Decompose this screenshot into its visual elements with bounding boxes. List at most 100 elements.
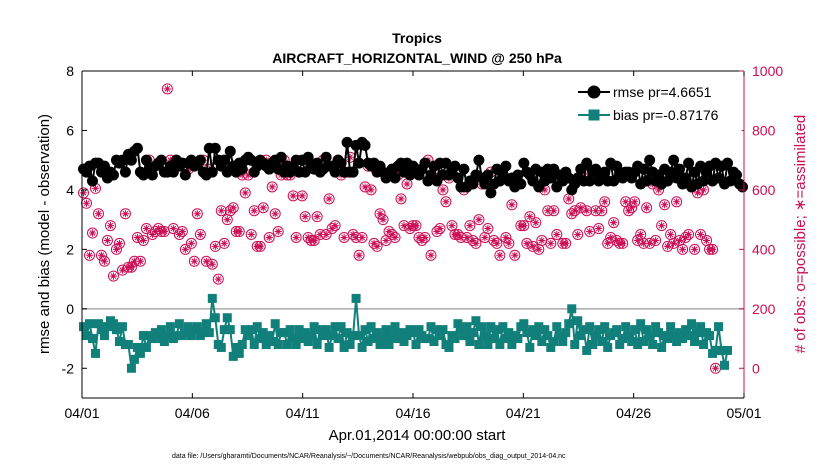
bias-point xyxy=(180,328,190,338)
bias-point xyxy=(396,328,406,338)
obs-assimilated-marker xyxy=(238,171,246,179)
obs-assimilated-marker xyxy=(439,186,447,194)
bias-point xyxy=(285,325,295,335)
bias-point xyxy=(279,328,289,338)
obs-assimilated-marker xyxy=(217,207,225,215)
rmse-point xyxy=(467,178,479,190)
obs-possible-marker xyxy=(215,205,227,217)
obs-possible-marker xyxy=(386,229,398,240)
obs-possible-marker xyxy=(482,223,494,235)
bias-point xyxy=(237,339,247,349)
obs-assimilated-marker xyxy=(331,221,339,230)
obs-assimilated-marker xyxy=(529,242,537,250)
bias-point xyxy=(348,331,358,341)
obs-assimilated-marker xyxy=(328,224,336,233)
obs-possible-marker xyxy=(434,223,446,235)
obs-assimilated-marker xyxy=(646,239,654,248)
data-marks xyxy=(77,83,749,374)
obs-possible-marker xyxy=(353,249,365,261)
obs-possible-marker xyxy=(104,220,116,232)
obs-assimilated-marker xyxy=(268,183,276,191)
obs-assimilated-marker xyxy=(508,201,516,209)
obs-possible-marker xyxy=(272,226,284,238)
obs-assimilated-marker xyxy=(496,251,504,259)
obs-assimilated-marker xyxy=(631,198,639,206)
obs-assimilated-marker xyxy=(550,207,558,215)
obs-assimilated-marker xyxy=(340,233,348,242)
obs-possible-marker xyxy=(131,231,143,243)
obs-assimilated-marker xyxy=(379,216,387,224)
y-right-tick-label: 0 xyxy=(752,360,760,376)
obs-possible-marker xyxy=(161,83,173,95)
obs-assimilated-marker xyxy=(220,239,228,248)
bias-point xyxy=(501,334,511,344)
bias-point xyxy=(306,331,316,341)
bias-point xyxy=(570,339,580,349)
bias-point xyxy=(531,331,541,341)
obs-assimilated-marker xyxy=(469,236,477,245)
obs-assimilated-marker xyxy=(544,207,552,215)
bias-point xyxy=(231,342,241,352)
bias-point xyxy=(135,348,145,358)
bias-point xyxy=(519,319,529,329)
obs-possible-marker xyxy=(77,187,89,199)
bias-point xyxy=(207,293,217,303)
obs-possible-marker xyxy=(239,187,251,199)
obs-assimilated-marker xyxy=(391,233,399,242)
obs-assimilated-marker xyxy=(622,198,630,206)
obs-assimilated-marker xyxy=(427,251,435,259)
legend-bias-label: bias pr=-0.87176 xyxy=(613,107,719,123)
obs-assimilated-marker xyxy=(361,183,369,191)
obs-possible-marker xyxy=(383,226,395,238)
obs-possible-marker xyxy=(623,205,635,217)
obs-possible-marker xyxy=(389,231,401,243)
rmse-point xyxy=(500,160,512,172)
obs-assimilated-marker xyxy=(696,230,705,239)
legend-bias-marker xyxy=(588,109,600,121)
obs-possible-marker xyxy=(359,181,371,193)
obs-possible-marker xyxy=(668,237,680,249)
obs-assimilated-marker xyxy=(562,239,570,248)
obs-assimilated-marker xyxy=(610,219,618,227)
rmse-point xyxy=(641,175,653,187)
obs-possible-marker xyxy=(551,229,563,240)
obs-possible-marker xyxy=(404,223,416,235)
obs-assimilated-marker xyxy=(118,266,127,274)
bias-point xyxy=(555,331,565,341)
x-tick-label: 04/26 xyxy=(616,405,651,421)
y-left-tick-label: 0 xyxy=(66,301,74,317)
obs-possible-marker xyxy=(680,231,692,243)
x-axis-label: Apr.01,2014 00:00:00 start xyxy=(329,427,507,444)
obs-assimilated-marker xyxy=(214,275,222,283)
rmse-point xyxy=(683,157,695,169)
obs-possible-marker xyxy=(119,208,131,220)
obs-possible-marker xyxy=(641,202,653,214)
bias-point xyxy=(720,360,730,370)
rmse-point xyxy=(359,139,371,151)
obs-assimilated-marker xyxy=(448,221,456,230)
obs-assimilated-marker xyxy=(226,207,234,215)
obs-assimilated-marker xyxy=(675,236,684,245)
obs-assimilated-marker xyxy=(235,227,243,236)
obs-assimilated-marker xyxy=(681,233,690,242)
bias-point xyxy=(138,331,148,341)
obs-assimilated-marker xyxy=(475,216,483,224)
obs-assimilated-marker xyxy=(421,233,429,242)
rmse-point xyxy=(584,175,596,187)
bias-point xyxy=(372,328,382,338)
obs-assimilated-marker xyxy=(292,233,300,242)
bias-point xyxy=(567,304,577,314)
obs-assimilated-marker xyxy=(85,251,94,259)
obs-possible-marker xyxy=(425,249,437,261)
rmse-point xyxy=(698,175,710,187)
bias-point xyxy=(543,331,553,341)
bias-point xyxy=(162,331,172,341)
bias-point xyxy=(336,322,346,332)
obs-assimilated-marker xyxy=(184,165,192,173)
bias-point xyxy=(303,337,313,347)
bias-point xyxy=(246,325,256,335)
obs-assimilated-marker xyxy=(541,186,549,194)
bias-point xyxy=(492,325,502,335)
obs-assimilated-marker xyxy=(604,239,612,248)
bias-point xyxy=(690,337,700,347)
